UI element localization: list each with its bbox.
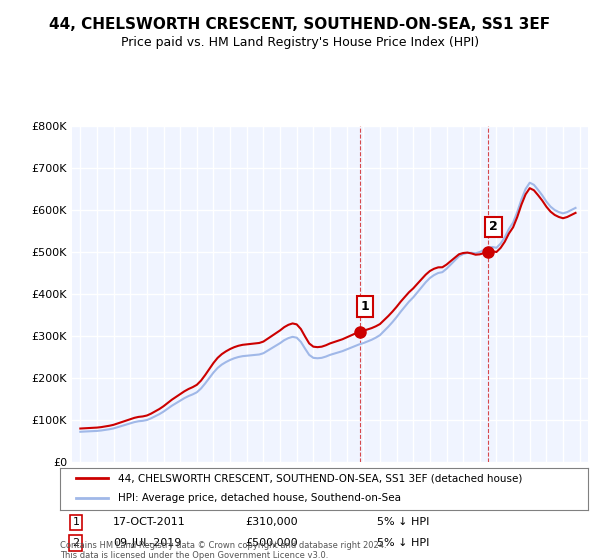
Text: 17-OCT-2011: 17-OCT-2011 <box>113 517 185 528</box>
Text: 5% ↓ HPI: 5% ↓ HPI <box>377 538 429 548</box>
Text: 2: 2 <box>489 220 498 234</box>
Text: £310,000: £310,000 <box>245 517 298 528</box>
Text: HPI: Average price, detached house, Southend-on-Sea: HPI: Average price, detached house, Sout… <box>118 493 401 503</box>
Text: 44, CHELSWORTH CRESCENT, SOUTHEND-ON-SEA, SS1 3EF (detached house): 44, CHELSWORTH CRESCENT, SOUTHEND-ON-SEA… <box>118 473 523 483</box>
Text: 2: 2 <box>72 538 79 548</box>
Text: 44, CHELSWORTH CRESCENT, SOUTHEND-ON-SEA, SS1 3EF: 44, CHELSWORTH CRESCENT, SOUTHEND-ON-SEA… <box>49 17 551 32</box>
Text: £500,000: £500,000 <box>245 538 298 548</box>
Text: 5% ↓ HPI: 5% ↓ HPI <box>377 517 429 528</box>
Text: 1: 1 <box>73 517 79 528</box>
Text: Price paid vs. HM Land Registry's House Price Index (HPI): Price paid vs. HM Land Registry's House … <box>121 36 479 49</box>
Text: 09-JUL-2019: 09-JUL-2019 <box>113 538 181 548</box>
Text: Contains HM Land Registry data © Crown copyright and database right 2024.
This d: Contains HM Land Registry data © Crown c… <box>60 540 386 560</box>
Text: 1: 1 <box>361 300 369 313</box>
